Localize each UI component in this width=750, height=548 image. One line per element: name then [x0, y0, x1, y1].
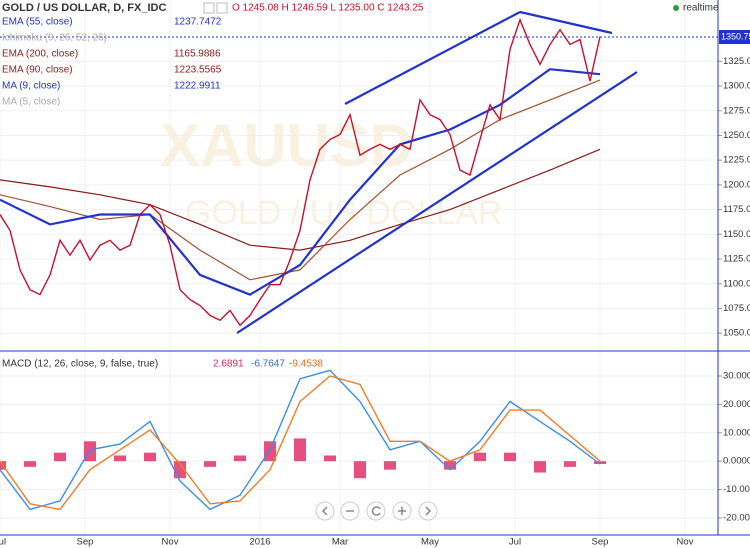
- macd-title: MACD (12, 26, close, 9, false, true): [2, 359, 158, 370]
- x-tick-label: Jul: [0, 537, 6, 548]
- x-tick-label: 2016: [249, 537, 270, 548]
- histogram-bar: [444, 461, 456, 470]
- status: realtime: [683, 3, 719, 14]
- symbol-title: GOLD / US DOLLAR, D, FX_IDC: [2, 2, 166, 14]
- y-tick-label: 1225.00: [723, 155, 750, 166]
- indicator-label: EMA (200, close): [2, 49, 78, 60]
- x-tick-label: Sep: [592, 537, 609, 548]
- watermark: XAUUSD: [160, 112, 413, 179]
- histogram-bar: [384, 461, 396, 470]
- y-tick-label: 1250.00: [723, 130, 750, 141]
- y-tick-label: 1175.00: [723, 204, 750, 215]
- indicator-value: 1222.9911: [174, 81, 221, 92]
- macd-readout: 2.6891: [213, 359, 244, 370]
- series-line: [0, 68, 601, 296]
- last-price-tag: [719, 30, 750, 44]
- y-tick-label: 1075.00: [723, 303, 750, 314]
- histogram-bar: [264, 441, 276, 462]
- histogram-bar: [534, 461, 546, 473]
- series-line: [0, 375, 601, 511]
- y-tick-label: 1275.00: [723, 105, 750, 116]
- x-tick-label: May: [421, 537, 439, 548]
- y-tick-label: 30.0000: [723, 371, 750, 382]
- series-line: [0, 369, 601, 511]
- indicator-label: EMA (55, close): [2, 17, 73, 28]
- histogram-bar: [114, 455, 126, 462]
- histogram-bar: [54, 452, 66, 462]
- x-tick-label: Nov: [162, 537, 179, 548]
- indicator-label: MA (5, close): [2, 97, 60, 108]
- histogram-bar: [504, 452, 516, 462]
- indicator-label: EMA (90, close): [2, 65, 73, 76]
- indicator-value: 1165.9886: [174, 49, 221, 60]
- histogram-bar: [234, 455, 246, 462]
- nav-buttons[interactable]: [315, 501, 438, 521]
- y-tick-label: 1200.00: [723, 179, 750, 190]
- x-tick-label: Jul: [509, 537, 521, 548]
- header-icons: [203, 2, 228, 14]
- y-tick-label: -10.0000: [723, 484, 750, 495]
- y-tick-label: 0.0000: [723, 456, 750, 467]
- y-tick-label: 1050.00: [723, 328, 750, 339]
- histogram-bar: [564, 461, 576, 467]
- y-tick-label: 1300.00: [723, 81, 750, 92]
- x-tick-label: Mar: [332, 537, 348, 548]
- y-tick-label: 20.0000: [723, 399, 750, 410]
- indicator-label: MA (9, close): [2, 81, 60, 92]
- indicator-value: 1237.7472: [174, 17, 222, 28]
- histogram-bar: [294, 438, 306, 462]
- trendlines: [236, 10, 638, 334]
- y-tick-label: 1125.00: [723, 254, 750, 265]
- macd-readout: -9.4538: [289, 359, 323, 370]
- y-tick-label: 10.0000: [723, 427, 750, 438]
- x-tick-label: Nov: [677, 537, 694, 548]
- indicator-value: 1223.5565: [174, 65, 222, 76]
- histogram-bar: [594, 461, 606, 465]
- macd-pane: -20.0000 -10.0000 0.0000 10.0000 20.0000 30.0…: [0, 359, 750, 523]
- histogram-bar: [354, 461, 366, 479]
- histogram-bar: [24, 461, 36, 467]
- y-tick-label: 1325.00: [723, 56, 750, 67]
- indicator-label: Ichimoku (9, 26, 52, 26): [2, 33, 107, 44]
- y-tick-label: 1100.00: [723, 278, 750, 289]
- macd-readout: -6.7647: [251, 359, 285, 370]
- histogram-bar: [204, 461, 216, 467]
- histogram-bar: [144, 452, 156, 462]
- y-tick-label: -20.0000: [723, 512, 750, 523]
- y-tick-label: 1150.00: [723, 229, 750, 240]
- series-line: [0, 148, 601, 251]
- last-price: 1350.75: [721, 31, 750, 41]
- x-tick-label: Sep: [77, 537, 94, 548]
- status-dot: [673, 5, 679, 11]
- histogram-bar: [474, 452, 486, 462]
- series-line: [0, 17, 601, 327]
- ohlc: O 1245.08 H 1246.59 L 1235.00 C 1243.25: [232, 3, 424, 14]
- histogram-bar: [324, 455, 336, 462]
- legend: EMA (55, close) 1237.7472 Ichimoku (9, 26,…: [2, 17, 222, 108]
